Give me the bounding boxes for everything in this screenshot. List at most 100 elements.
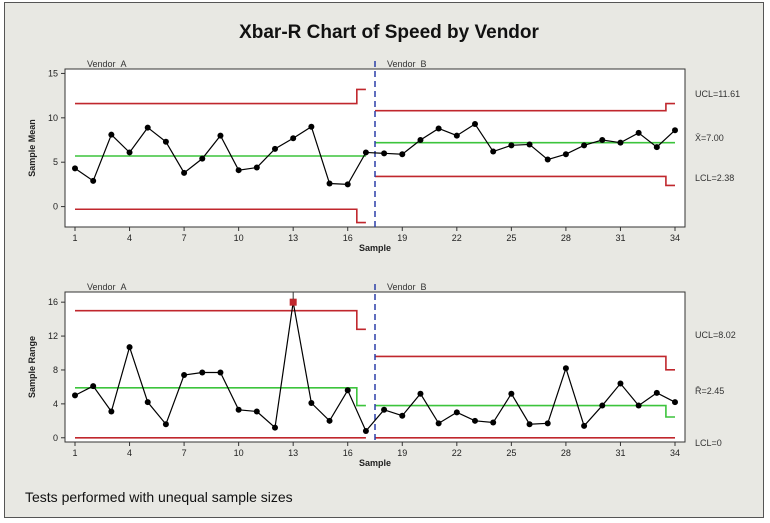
- range-data-point: [381, 406, 388, 413]
- range-x-tick-label: 16: [343, 448, 353, 458]
- range-data-point: [526, 421, 533, 428]
- xbar-data-point: [181, 169, 188, 176]
- xbar-data-point: [126, 149, 133, 156]
- range-data-point: [362, 427, 369, 434]
- xbar-x-tick-label: 16: [343, 233, 353, 243]
- range-center-line: [375, 404, 675, 418]
- range-ucl-line: [375, 355, 675, 371]
- range-data-point: [272, 424, 278, 431]
- range-x-tick-label: 1: [72, 448, 77, 458]
- xbar-x-tick-label: 13: [288, 233, 298, 243]
- xbar-group-label-a: Vendor_A: [87, 59, 127, 69]
- range-data-point: [508, 390, 515, 397]
- xbar-x-tick-label: 25: [506, 233, 516, 243]
- xbar-data-point: [399, 151, 406, 158]
- xbar-data-point: [435, 125, 442, 132]
- range-x-tick-label: 10: [234, 448, 244, 458]
- range-data-point: [581, 422, 588, 429]
- xbar-x-tick-label: 7: [182, 233, 187, 243]
- xbar-data-point: [562, 151, 569, 158]
- xbar-data-point: [253, 164, 260, 171]
- xbar-data-point: [599, 137, 606, 144]
- range-limit-label: LCL=0: [695, 438, 722, 448]
- range-y-tick-label: 16: [48, 297, 58, 307]
- xbar-data-line: [74, 123, 676, 186]
- xbar-data-point: [417, 137, 424, 144]
- range-data-line: [74, 302, 676, 433]
- range-data-point: [672, 399, 678, 406]
- range-y-tick-label: 4: [53, 399, 58, 409]
- range-data-point: [399, 412, 406, 419]
- range-y-tick-label: 8: [53, 365, 58, 375]
- range-data-point: [435, 420, 442, 427]
- range-data-point: [453, 409, 460, 416]
- range-data-point: [599, 402, 606, 409]
- range-data-point: [490, 419, 497, 426]
- xbar-x-tick-label: 28: [561, 233, 571, 243]
- range-data-point: [90, 383, 97, 390]
- xbar-data-point: [617, 139, 624, 146]
- xbar-limit-label: LCL=2.38: [695, 173, 734, 183]
- range-data-point: [617, 380, 624, 387]
- range-data-point: [635, 402, 642, 409]
- range-data-point: [326, 417, 333, 424]
- xbar-x-tick-label: 19: [397, 233, 407, 243]
- range-data-point: [217, 369, 224, 376]
- xbar-data-point: [672, 127, 678, 134]
- xbar-data-point: [544, 156, 551, 163]
- range-data-point: [253, 408, 260, 415]
- xbar-x-tick-label: 31: [615, 233, 625, 243]
- range-data-point: [181, 372, 188, 379]
- xbar-r-chart: Xbar-R Chart of Speed by Vendor Tests pe…: [25, 22, 740, 505]
- range-data-point: [472, 417, 478, 424]
- range-data-point: [199, 369, 206, 376]
- range-x-tick-label: 25: [506, 448, 516, 458]
- xbar-data-point: [635, 129, 642, 136]
- xbar-data-point: [217, 132, 224, 139]
- xbar-data-point: [108, 131, 115, 138]
- range-data-point: [126, 344, 133, 351]
- xbar-data-point: [235, 167, 242, 174]
- range-limit-label: R̄=2.45: [695, 386, 724, 396]
- chart-footnote: Tests performed with unequal sample size…: [25, 489, 293, 505]
- range-data-point: [162, 421, 169, 428]
- xbar-y-tick-label: 15: [48, 68, 58, 78]
- range-out-of-control-point: [289, 298, 297, 306]
- range-x-tick-label: 13: [288, 448, 298, 458]
- xbar-data-point: [581, 142, 588, 149]
- xbar-data-point: [381, 150, 388, 157]
- xbar-data-point: [472, 121, 478, 128]
- range-ucl-line: [75, 309, 366, 331]
- xbar-x-tick-label: 4: [127, 233, 132, 243]
- range-data-point: [235, 406, 242, 413]
- range-x-tick-label: 34: [670, 448, 680, 458]
- range-x-tick-label: 31: [615, 448, 625, 458]
- range-limit-label: UCL=8.02: [695, 330, 736, 340]
- range-x-tick-label: 4: [127, 448, 132, 458]
- xbar-y-tick-label: 5: [53, 157, 58, 167]
- range-y-tick-label: 12: [48, 331, 58, 341]
- xbar-data-point: [508, 142, 515, 149]
- xbar-data-point: [326, 180, 333, 187]
- xbar-limit-label: X̄=7.00: [695, 133, 724, 143]
- xbar-x-tick-label: 34: [670, 233, 680, 243]
- xbar-data-point: [290, 135, 297, 142]
- range-data-point: [417, 390, 424, 397]
- xbar-x-tick-label: 22: [452, 233, 462, 243]
- xbar-data-point: [362, 149, 369, 156]
- xbar-data-point: [272, 145, 278, 152]
- xbar-data-point: [144, 124, 151, 131]
- range-x-tick-label: 28: [561, 448, 571, 458]
- range-x-tick-label: 7: [182, 448, 187, 458]
- xbar-y-axis-label: Sample Mean: [27, 119, 37, 177]
- xbar-limit-label: UCL=11.61: [695, 89, 740, 99]
- range-data-point: [653, 389, 660, 396]
- range-data-point: [544, 420, 551, 427]
- xbar-data-point: [162, 138, 169, 145]
- range-data-point: [308, 400, 315, 407]
- xbar-x-axis-label: Sample: [359, 243, 391, 253]
- xbar-data-point: [453, 132, 460, 139]
- xbar-lcl-line: [75, 208, 366, 224]
- xbar-data-point: [308, 123, 315, 130]
- xbar-ucl-line: [375, 102, 675, 112]
